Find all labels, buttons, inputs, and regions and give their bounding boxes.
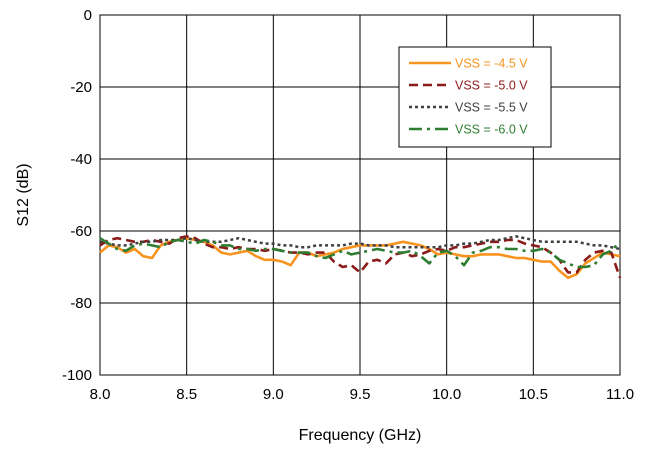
y-tick-label: -100 xyxy=(62,367,92,384)
y-tick-label: -40 xyxy=(70,151,92,168)
y-tick-label: -60 xyxy=(70,223,92,240)
y-tick-label: 0 xyxy=(84,7,92,24)
tick-labels: 8.0 8.5 9.0 9.5 10.0 10.5 11.0 0 -20 -40 -60 -80 -10… xyxy=(62,7,634,403)
series-line-4 xyxy=(99,237,621,269)
series-line-3 xyxy=(99,235,621,251)
x-axis-title: Frequency (GHz) xyxy=(299,427,422,444)
legend: VSS = -4.5 V VSS = -5.0 V VSS = -5.5 V VSS … xyxy=(398,46,552,148)
x-tick-label: 8.0 xyxy=(90,386,111,403)
legend-label-3: VSS = -5.5 V xyxy=(455,101,528,115)
series-lines xyxy=(99,235,622,280)
series-line-1 xyxy=(99,236,621,280)
series-line-2 xyxy=(99,235,622,279)
y-axis-title: S12 (dB) xyxy=(15,163,32,226)
y-tick-label: -20 xyxy=(70,79,92,96)
x-tick-label: 9.0 xyxy=(263,386,284,403)
x-tick-label: 10.0 xyxy=(432,386,461,403)
x-tick-label: 8.5 xyxy=(176,386,197,403)
plot-area-border xyxy=(99,14,621,376)
legend-label-1: VSS = -4.5 V xyxy=(455,57,528,71)
x-tick-label: 9.5 xyxy=(350,386,371,403)
x-tick-label: 10.5 xyxy=(519,386,548,403)
legend-label-4: VSS = -6.0 V xyxy=(455,123,528,137)
x-tick-label: 11.0 xyxy=(606,386,634,403)
legend-label-2: VSS = -5.0 V xyxy=(455,79,528,93)
y-tick-label: -80 xyxy=(70,295,92,312)
